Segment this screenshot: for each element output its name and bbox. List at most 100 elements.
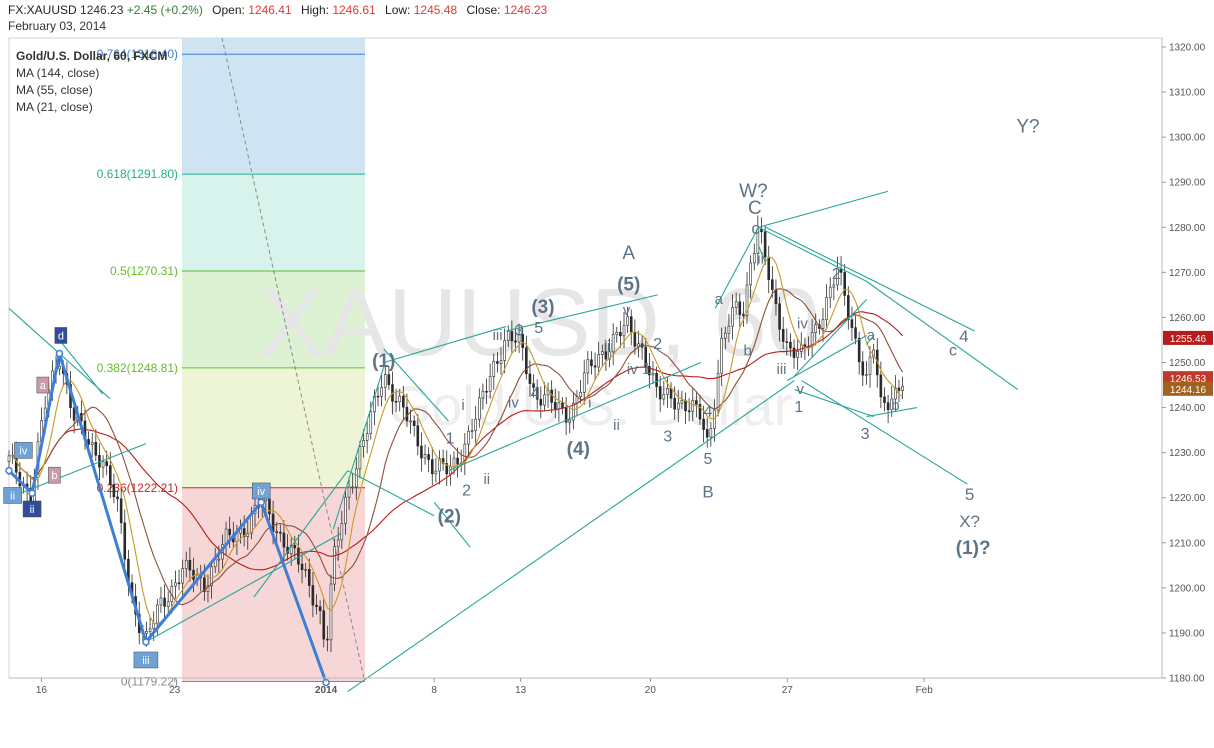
channel-line[interactable] [787, 334, 867, 382]
candle-body [572, 402, 575, 421]
candle-body [629, 316, 633, 333]
candle-body [355, 468, 358, 488]
wave-label: 5 [534, 320, 543, 337]
wave-label: v [623, 302, 631, 319]
wave-pattern-point[interactable] [28, 489, 36, 497]
candle-body [785, 341, 789, 343]
candle-body [481, 390, 485, 399]
channel-line[interactable] [506, 294, 658, 332]
channel-line[interactable] [59, 339, 104, 395]
channel-line[interactable] [765, 226, 975, 332]
candle-body [351, 486, 354, 489]
wave-box-label-text: d [58, 330, 64, 342]
y-tick-label: 1300.00 [1169, 133, 1206, 144]
price-axis-badge [1163, 381, 1213, 396]
wave-box-label-text: iv [257, 486, 265, 498]
candle-body [416, 425, 420, 447]
wave-box-label-text: iii [142, 655, 149, 667]
candle-body [474, 418, 477, 431]
candle-body [380, 387, 383, 397]
channel-line[interactable] [332, 366, 385, 530]
candle-body [217, 558, 221, 561]
wave-label: 4 [531, 386, 540, 403]
candle-body [883, 396, 886, 403]
wave-box-label [22, 500, 42, 518]
channel-line[interactable] [758, 226, 867, 282]
chart-date: February 03, 2014 [8, 19, 107, 33]
channel-line[interactable] [866, 335, 875, 345]
channel-line[interactable] [794, 389, 874, 418]
close-label: Close: [466, 3, 501, 17]
candle-body [514, 340, 517, 343]
wave-pattern-point[interactable] [142, 638, 150, 646]
candle-body [340, 523, 344, 541]
candle-body [593, 365, 597, 368]
wave-pattern-point[interactable] [55, 349, 64, 358]
channel-line[interactable] [714, 227, 759, 309]
candle-body [282, 532, 286, 548]
legend-title: Gold/U.S. Dollar, 60, FXCM [16, 49, 167, 63]
wave-label: (4) [567, 439, 590, 460]
candle-body [669, 387, 673, 399]
candle-body [166, 601, 170, 607]
candle-body [275, 531, 279, 534]
wave-pattern-point[interactable] [5, 466, 13, 475]
candle-body [619, 332, 622, 337]
candle-body [781, 328, 785, 342]
candle-body [622, 325, 626, 337]
candle-body [695, 400, 698, 405]
last-price: 1246.23 [80, 3, 124, 17]
chart-header: FX:XAUUSD 1246.23 +2.45 (+0.2%) Open: 12… [8, 2, 547, 34]
candle-body [210, 566, 213, 587]
channel-line[interactable] [145, 533, 341, 643]
candle-body [557, 402, 561, 409]
candle-body [358, 446, 362, 470]
candle-body [163, 597, 166, 607]
candle-body [441, 458, 445, 464]
channel-line[interactable] [758, 190, 889, 228]
legend-indicator: MA (144, close) [16, 66, 99, 80]
wave-label: 3 [663, 428, 672, 445]
wave-label: i [461, 397, 464, 414]
candle-body [492, 361, 496, 377]
channel-line[interactable] [448, 362, 702, 472]
channel-line[interactable] [383, 348, 449, 422]
wave-label: (1)? [956, 538, 991, 559]
candle-body [156, 604, 159, 624]
candle-body [865, 374, 868, 376]
candle-body [778, 303, 781, 330]
candle-body [579, 391, 582, 397]
channel-line[interactable] [433, 501, 471, 548]
candle-body [843, 272, 846, 296]
fib-level-label: 0.764(1318.40) [97, 47, 178, 61]
wave-box-label [48, 466, 61, 484]
candle-body [763, 231, 767, 258]
channel-line[interactable] [383, 325, 507, 364]
wave-label: (3) [531, 297, 554, 318]
channel-line[interactable] [866, 280, 1019, 390]
channel-line[interactable] [347, 380, 795, 692]
watermark-name: Gold/U.S. Dollar [388, 374, 793, 437]
channel-line[interactable] [757, 245, 767, 264]
wave-label: i [588, 395, 591, 412]
candle-body [789, 341, 792, 349]
wave-pattern-line[interactable] [7, 353, 328, 684]
candle-body [228, 528, 231, 536]
candle-body [318, 606, 322, 612]
candle-body [521, 334, 525, 348]
candle-body [119, 498, 123, 524]
wave-box-label-text: b [51, 470, 57, 482]
candle-body [684, 400, 687, 412]
candle-body [347, 486, 351, 498]
channel-line[interactable] [801, 380, 968, 485]
channel-line[interactable] [866, 407, 918, 418]
channel-line[interactable] [794, 299, 867, 377]
fib-zone-teal [182, 174, 365, 271]
channel-line[interactable] [253, 470, 349, 598]
wave-label: 2 [462, 482, 471, 499]
price-axis-badge-text: 1246.53 [1170, 374, 1207, 385]
channel-line[interactable] [347, 470, 435, 517]
x-tick-label: Feb [916, 685, 934, 696]
wave-pattern-point[interactable] [257, 498, 265, 506]
